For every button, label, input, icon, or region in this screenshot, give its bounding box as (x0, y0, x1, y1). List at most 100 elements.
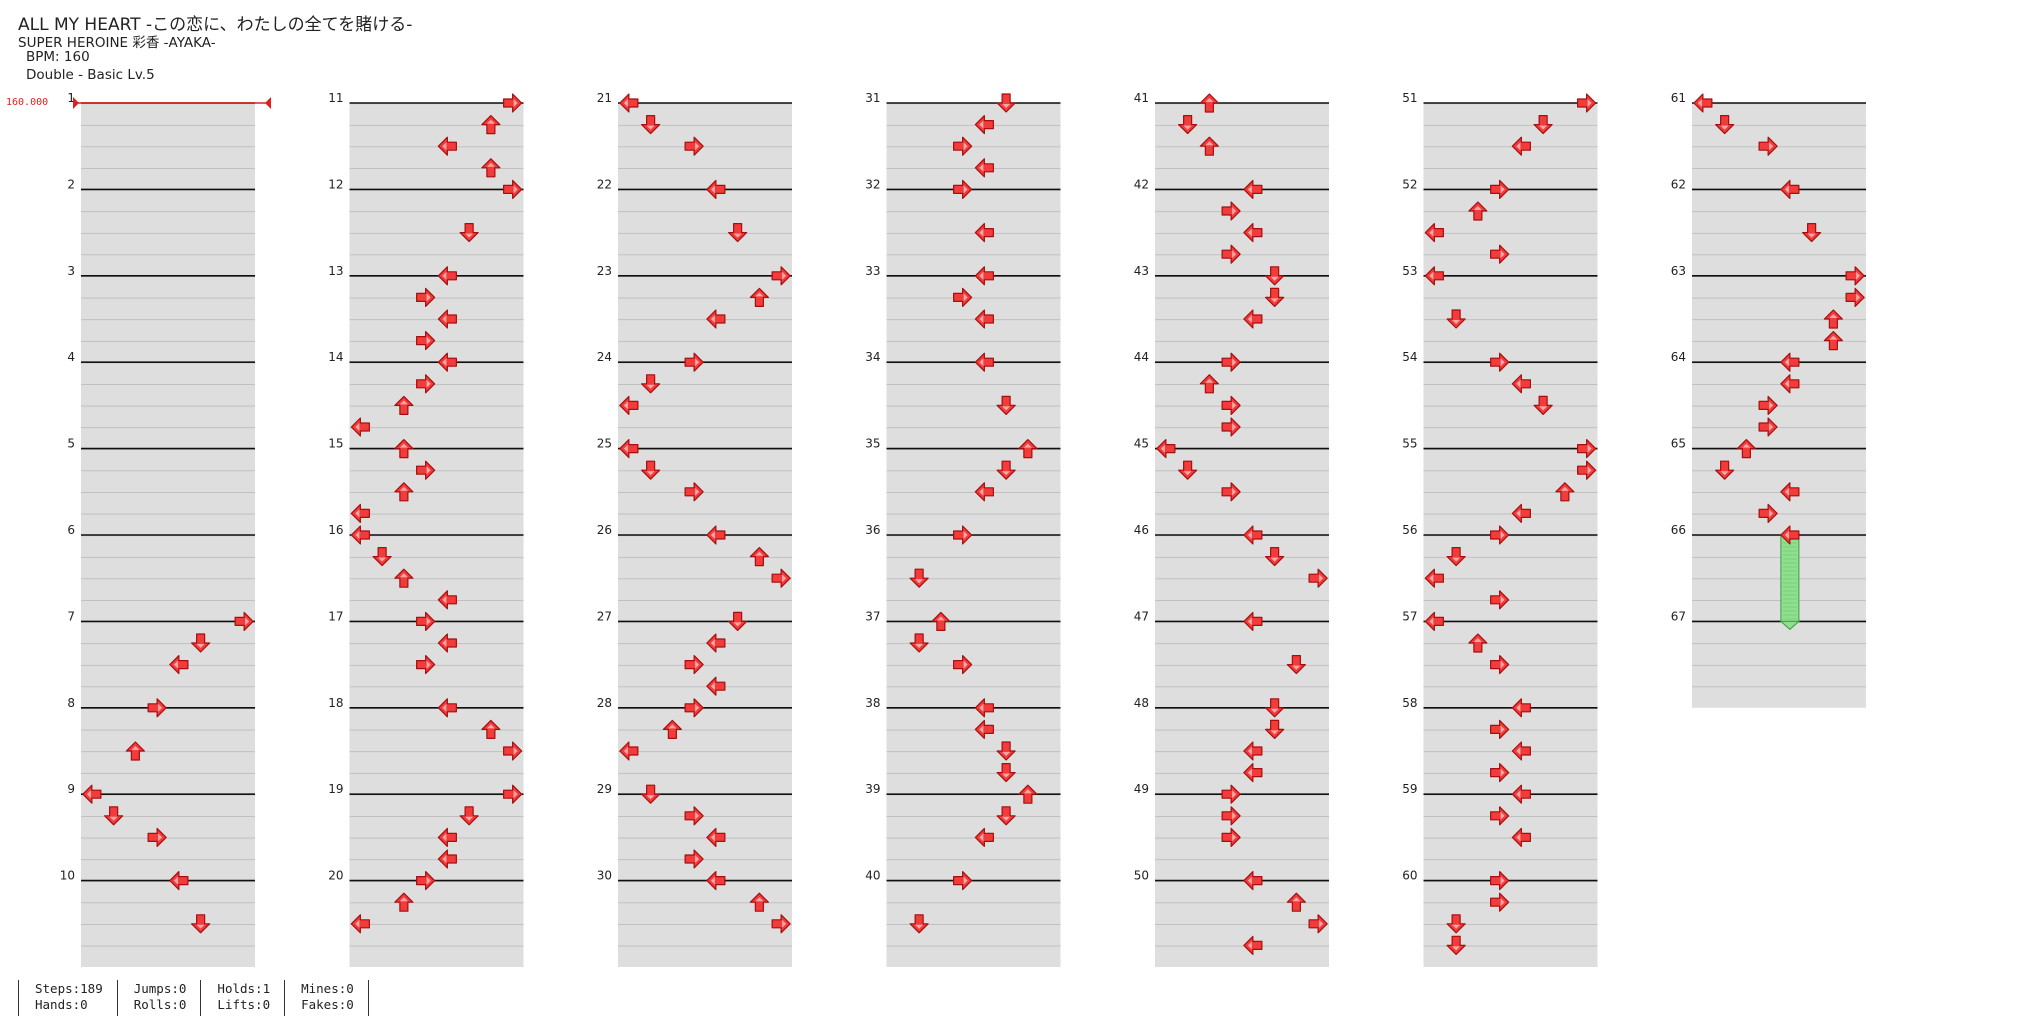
right-arrow-note (684, 136, 704, 156)
up-arrow-note (481, 719, 501, 740)
left-arrow-note (437, 698, 457, 718)
beat-band (1692, 190, 1866, 211)
beat-band (1692, 362, 1866, 384)
left-arrow-note (706, 633, 726, 653)
measure-number: 21 (597, 91, 612, 105)
beat-band (886, 103, 1061, 125)
left-arrow-note (1424, 568, 1444, 588)
left-arrow-note (974, 827, 994, 848)
beat-band (1423, 276, 1598, 298)
up-arrow-note (1823, 331, 1843, 351)
beat-band (618, 643, 792, 665)
measure-number: 9 (67, 782, 75, 796)
right-arrow-note (1490, 806, 1510, 826)
measure-number: 10 (60, 869, 75, 883)
note-layer (82, 93, 1865, 956)
beat-band (1423, 470, 1598, 492)
down-arrow-note (459, 806, 479, 826)
beat-band (618, 816, 792, 838)
beat-band (1155, 924, 1329, 946)
measure-number: 39 (865, 782, 880, 796)
beat-band (886, 362, 1061, 384)
beat-band (1692, 276, 1866, 298)
stat-holds: Holds:1 (217, 981, 271, 996)
down-arrow-note (1446, 935, 1466, 956)
beat-band (1423, 362, 1598, 384)
measure-number: 27 (597, 609, 612, 623)
beat-band (349, 319, 524, 341)
beat-band (81, 103, 255, 125)
beat-band (81, 686, 255, 708)
beat-band (1155, 730, 1329, 751)
measure-number: 28 (597, 696, 612, 710)
right-arrow-note (416, 870, 436, 891)
beat-band (1692, 492, 1866, 514)
beat-band (1155, 514, 1329, 535)
right-arrow-note (1577, 460, 1597, 480)
beat-band (1692, 600, 1866, 622)
right-arrow-note (416, 374, 436, 394)
down-arrow-note (1715, 460, 1735, 480)
down-arrow-note (641, 374, 661, 394)
beat-band (81, 233, 255, 255)
left-arrow-note (1780, 374, 1800, 394)
measure-number: 19 (328, 782, 343, 796)
measure-number: 5 (67, 437, 75, 451)
beat-band (1155, 751, 1329, 773)
measure-number: 60 (1402, 869, 1417, 883)
down-arrow-note (1446, 309, 1466, 329)
beat-band (618, 406, 792, 427)
beat-band (349, 492, 524, 514)
up-arrow-note (1199, 93, 1219, 113)
beat-band (886, 773, 1061, 795)
beat-band (1423, 816, 1598, 838)
down-arrow-note (728, 611, 748, 632)
measure-number: 45 (1134, 437, 1149, 451)
chart-difficulty: Double - Basic Lv.5 (26, 67, 155, 83)
beat-band (886, 946, 1061, 967)
beat-band (1692, 233, 1866, 255)
down-arrow-note (1715, 114, 1735, 135)
beat-band (886, 622, 1061, 643)
measure-number: 61 (1671, 91, 1686, 105)
beat-band (618, 298, 792, 319)
beat-band (1155, 535, 1329, 557)
beat-band (618, 686, 792, 708)
stat-hands: Hands:0 (35, 997, 88, 1012)
beat-band (618, 838, 792, 859)
beat-band (81, 838, 255, 859)
beat-band (1423, 946, 1598, 967)
down-arrow-note (996, 741, 1016, 761)
down-arrow-note (996, 806, 1016, 826)
left-arrow-note (437, 590, 457, 610)
beat-band (349, 449, 524, 471)
right-arrow-note (1845, 287, 1865, 307)
beat-band (81, 341, 255, 363)
measure-number: 16 (328, 523, 343, 537)
down-arrow-note (909, 568, 929, 588)
beat-band (886, 643, 1061, 665)
beat-band (81, 730, 255, 751)
down-arrow-note (191, 914, 211, 934)
beat-band (81, 643, 255, 665)
beat-band (1692, 514, 1866, 535)
left-arrow-note (619, 395, 639, 415)
beat-band (1423, 838, 1598, 859)
measure-number: 25 (597, 437, 612, 451)
beat-band (81, 902, 255, 924)
stat-group-holds: Holds:1 Lifts:0 (201, 980, 286, 1016)
right-arrow-note (953, 654, 973, 675)
left-arrow-note (437, 633, 457, 653)
up-arrow-note (1018, 439, 1038, 459)
measure-number: 46 (1134, 523, 1149, 537)
beat-band (1155, 319, 1329, 341)
right-arrow-note (1308, 568, 1328, 588)
song-artist: SUPER HEROINE 彩香 -AYAKA- (18, 35, 216, 51)
beat-band (618, 794, 792, 816)
beat-band (1423, 794, 1598, 816)
left-arrow-note (1243, 179, 1263, 199)
beat-band (1155, 470, 1329, 492)
beat-band (886, 125, 1061, 147)
beat-band (618, 622, 792, 643)
beat-band (81, 946, 255, 967)
